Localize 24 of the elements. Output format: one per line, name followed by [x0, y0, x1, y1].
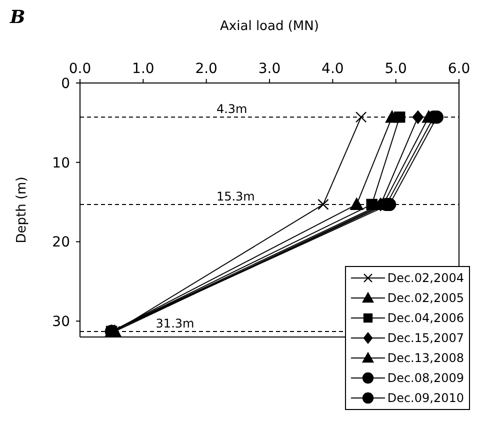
text: B	[10, 7, 26, 28]
legend-label: Dec.09,2010	[387, 391, 464, 405]
legend-label: Dec.08,2009	[387, 371, 464, 385]
x-axis-title: Axial load (MN)	[220, 19, 319, 34]
ref-line-label: 31.3m	[156, 316, 194, 330]
y-tick-label: 20	[52, 234, 70, 251]
x-tick-label: 6.0	[448, 61, 470, 77]
x-tick-label: 2.0	[195, 61, 218, 77]
legend-label: Dec.04,2006	[387, 311, 464, 325]
legend-label: Dec.02,2005	[387, 291, 464, 305]
x-tick-label: 3.0	[258, 61, 281, 77]
y-tick-label: 10	[52, 155, 70, 172]
x-tick-label: 1.0	[132, 61, 154, 77]
legend-label: Dec.15,2007	[387, 331, 464, 345]
y-tick-label: 0	[61, 76, 70, 92]
x-tick-label: 0.0	[68, 61, 92, 77]
y-axis-title: Depth (m)	[14, 176, 30, 244]
x-tick-label: 4.0	[322, 61, 344, 77]
ref-line-label: 15.3m	[216, 189, 255, 204]
y-tick-label: 30	[52, 314, 70, 330]
legend-label: Dec.13,2008	[387, 351, 464, 365]
x-tick-label: 5.0	[384, 61, 407, 77]
legend-label: Dec.02,2004	[387, 271, 464, 285]
ref-line-label: 4.3m	[216, 102, 248, 116]
